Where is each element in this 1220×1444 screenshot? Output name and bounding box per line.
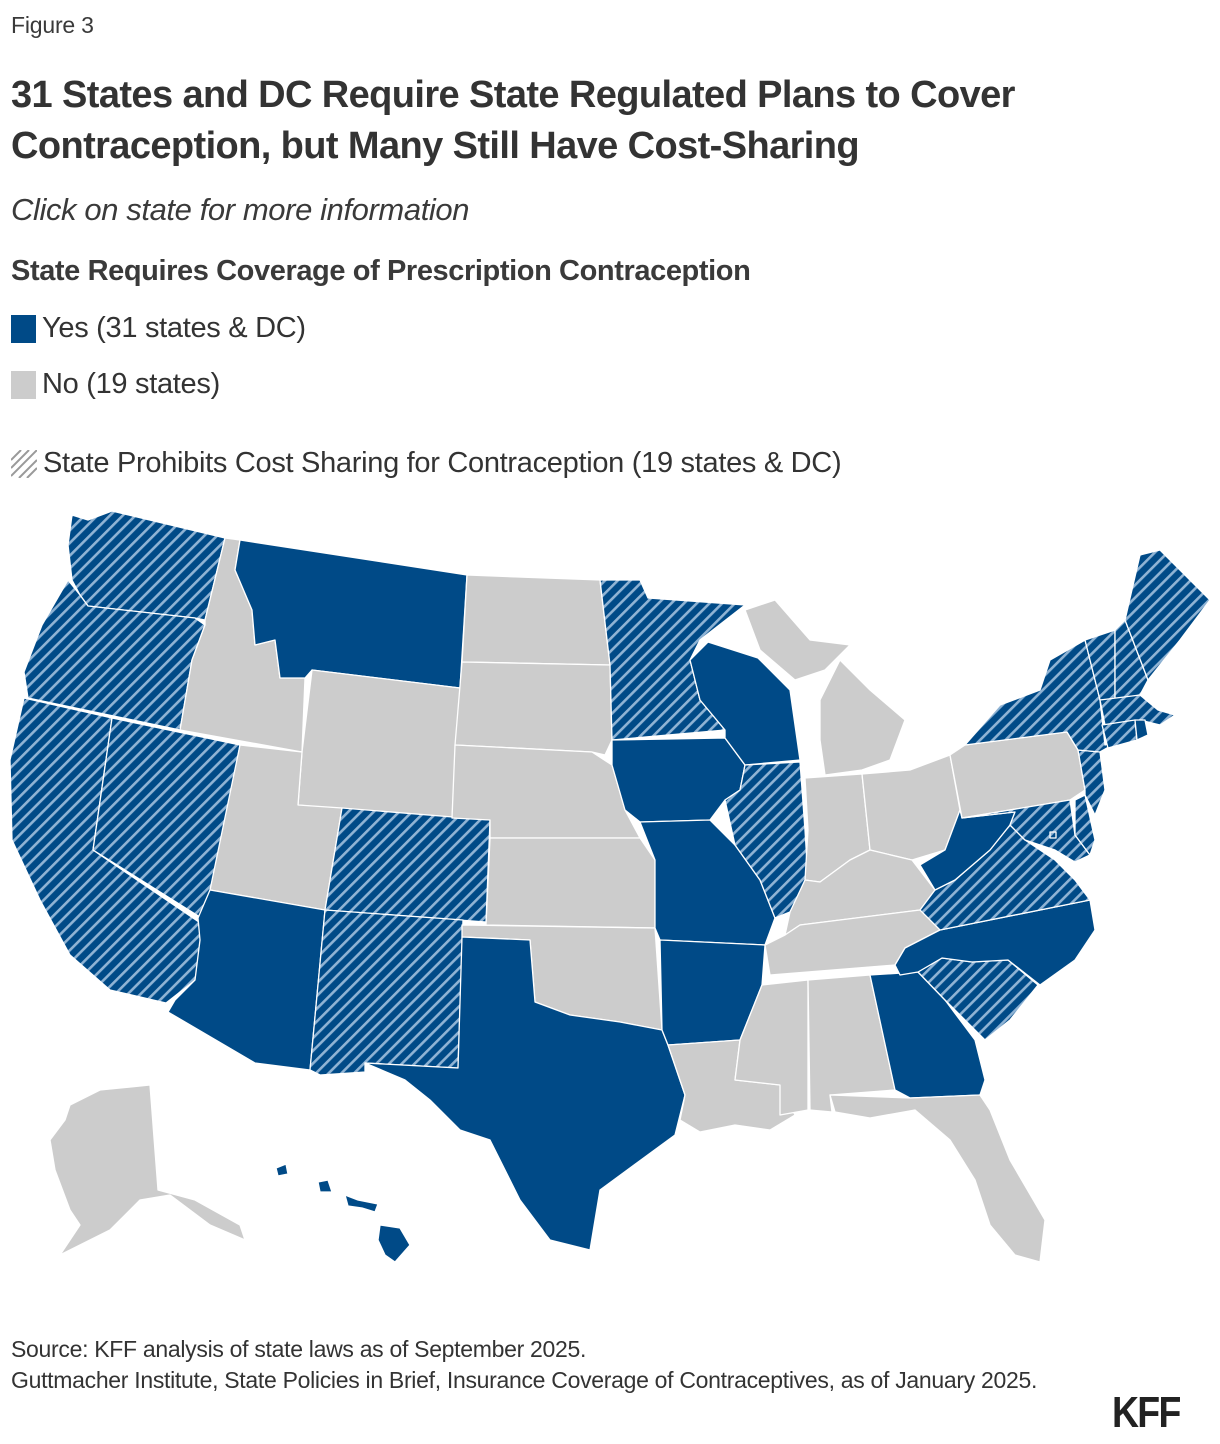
state-ND[interactable] (461, 574, 611, 666)
legend-swatch-yes (11, 314, 36, 343)
state-HI[interactable] (275, 1163, 411, 1263)
state-TX[interactable] (364, 936, 686, 1251)
state-NH[interactable] (1114, 619, 1149, 701)
state-MD[interactable] (961, 799, 1091, 863)
legend-label-yes: Yes (31 states & DC) (42, 312, 306, 344)
state-WA[interactable] (67, 510, 226, 621)
state-OH[interactable] (861, 754, 961, 861)
state-DE[interactable] (1074, 794, 1096, 856)
us-map (0, 500, 1220, 1280)
legend-swatch-no (11, 370, 36, 399)
source-line-1: Source: KFF analysis of state laws as of… (11, 1336, 587, 1362)
state-FL[interactable] (829, 1094, 1046, 1263)
state-MI[interactable] (819, 659, 906, 776)
source-line-2: Guttmacher Institute, State Policies in … (11, 1367, 1038, 1393)
us-map-svg (9, 510, 1211, 1263)
state-WI[interactable] (689, 641, 801, 766)
chart-subtitle: Click on state for more information (11, 192, 470, 227)
legend-item-no[interactable]: No (19 states) (11, 368, 220, 401)
state-RI[interactable] (1134, 719, 1149, 741)
legend-item-yes[interactable]: Yes (31 states & DC) (11, 312, 306, 345)
state-DC[interactable] (1049, 831, 1057, 839)
figure-label: Figure 3 (11, 12, 94, 38)
legend-label-no: No (19 states) (42, 368, 220, 400)
state-KS[interactable] (485, 837, 656, 929)
kff-logo: KFF (1112, 1388, 1181, 1437)
state-SD[interactable] (454, 661, 613, 756)
state-IL[interactable] (724, 761, 809, 919)
state-MI-UP[interactable] (744, 599, 851, 681)
legend-item-hatch[interactable]: State Prohibits Cost Sharing for Contrac… (11, 447, 842, 480)
hatch-pattern-icon (11, 449, 37, 478)
chart-title: 31 States and DC Require State Regulated… (11, 74, 1015, 167)
state-ME[interactable] (1124, 549, 1211, 681)
state-IA[interactable] (611, 737, 746, 823)
state-CT[interactable] (1101, 719, 1138, 749)
source-note: Source: KFF analysis of state laws as of… (11, 1334, 1071, 1396)
state-WY[interactable] (297, 669, 461, 821)
state-CO[interactable] (324, 807, 491, 923)
state-NM[interactable] (309, 909, 464, 1076)
state-AK[interactable] (49, 1084, 246, 1256)
legend-label-hatch: State Prohibits Cost Sharing for Contrac… (43, 447, 842, 479)
legend-title: State Requires Coverage of Prescription … (11, 255, 751, 287)
state-NY[interactable] (964, 639, 1131, 753)
state-MO[interactable] (639, 819, 776, 946)
